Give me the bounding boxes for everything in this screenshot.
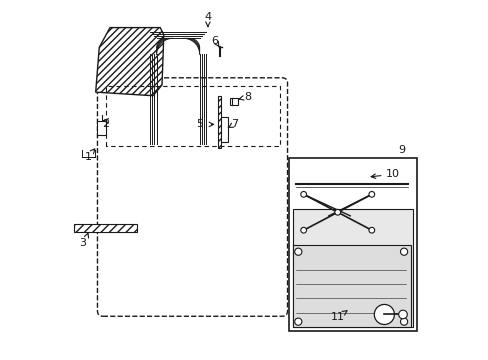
Circle shape <box>368 192 374 197</box>
Circle shape <box>294 318 301 325</box>
Bar <box>97 121 106 135</box>
Circle shape <box>400 318 407 325</box>
Polygon shape <box>96 28 163 96</box>
Text: 10: 10 <box>386 168 400 179</box>
Circle shape <box>373 305 394 324</box>
Text: 1: 1 <box>85 152 92 162</box>
Bar <box>230 98 238 105</box>
Circle shape <box>400 248 407 255</box>
Circle shape <box>300 227 306 233</box>
Circle shape <box>398 310 407 319</box>
Bar <box>221 117 227 142</box>
Text: 7: 7 <box>230 120 238 129</box>
Circle shape <box>300 192 306 197</box>
Text: 3: 3 <box>79 238 86 248</box>
Bar <box>74 224 137 232</box>
Text: 11: 11 <box>330 312 344 322</box>
Bar <box>217 96 221 148</box>
Circle shape <box>294 248 301 255</box>
Text: 5: 5 <box>196 120 203 129</box>
Bar <box>292 209 412 327</box>
Text: 8: 8 <box>244 92 250 102</box>
Bar <box>289 158 416 330</box>
Text: 2: 2 <box>102 120 109 129</box>
Circle shape <box>368 227 374 233</box>
Text: 4: 4 <box>204 12 211 22</box>
Text: 6: 6 <box>211 36 218 46</box>
Circle shape <box>334 210 340 215</box>
FancyBboxPatch shape <box>97 78 287 316</box>
Bar <box>292 244 410 327</box>
Text: 9: 9 <box>398 144 405 154</box>
